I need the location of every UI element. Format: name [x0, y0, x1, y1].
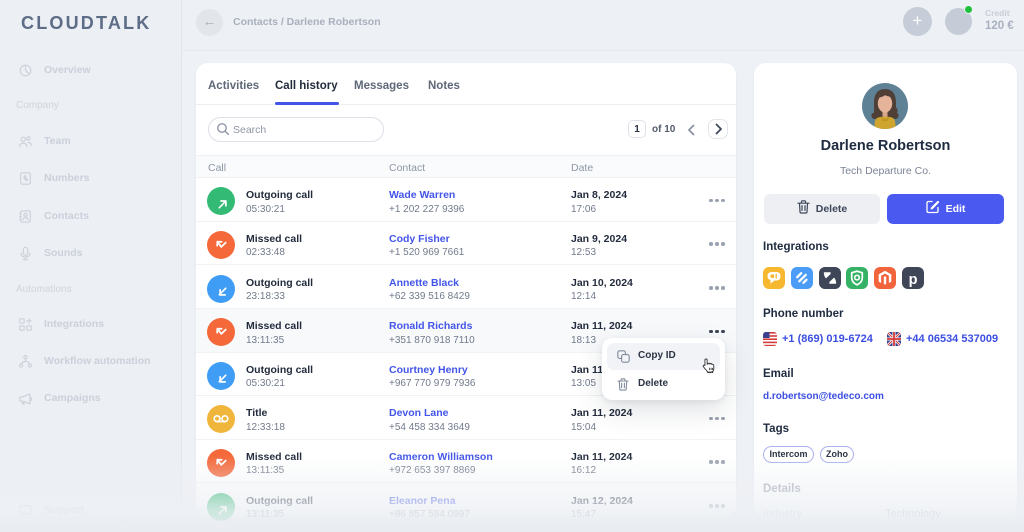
svg-text:p: p	[909, 272, 918, 288]
